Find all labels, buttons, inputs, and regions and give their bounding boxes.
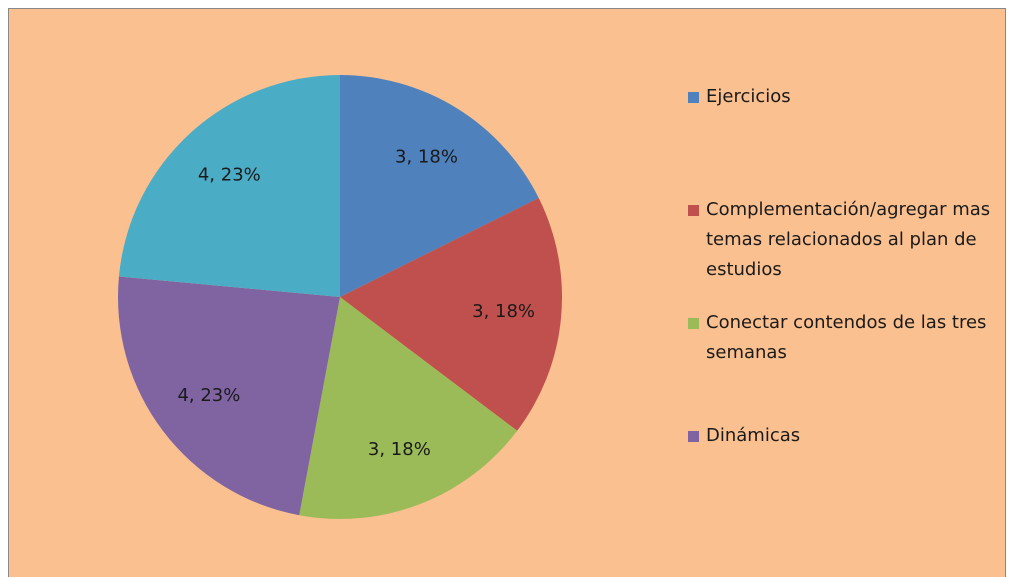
legend-swatch <box>688 92 699 103</box>
legend-label: Complementación/agregar mas temas relaci… <box>706 199 991 280</box>
data-label: 3, 18% <box>472 301 535 322</box>
pie-slice <box>340 75 539 297</box>
data-label: 4, 23% <box>198 165 261 186</box>
legend-item: Complementación/agregar mas temas relaci… <box>688 195 1003 285</box>
legend-label: Dinámicas <box>706 425 801 446</box>
legend-item: Conectar contendos de las tres semanas <box>688 308 1003 368</box>
data-label: 3, 18% <box>368 439 431 460</box>
pie-slice <box>340 198 562 431</box>
pie-slice <box>118 75 340 297</box>
legend-swatch <box>688 431 699 442</box>
legend-item: Ejercicios <box>688 82 1003 112</box>
legend-item: Dinámicas <box>688 421 1003 451</box>
pie-slice <box>118 276 340 516</box>
legend-label: Ejercicios <box>706 86 791 107</box>
legend-label: Conectar contendos de las tres semanas <box>706 312 987 363</box>
pie-slice <box>299 297 518 519</box>
legend-swatch <box>688 318 699 329</box>
legend-swatch <box>688 205 699 216</box>
data-label: 3, 18% <box>395 146 458 167</box>
data-label: 4, 23% <box>177 385 240 406</box>
